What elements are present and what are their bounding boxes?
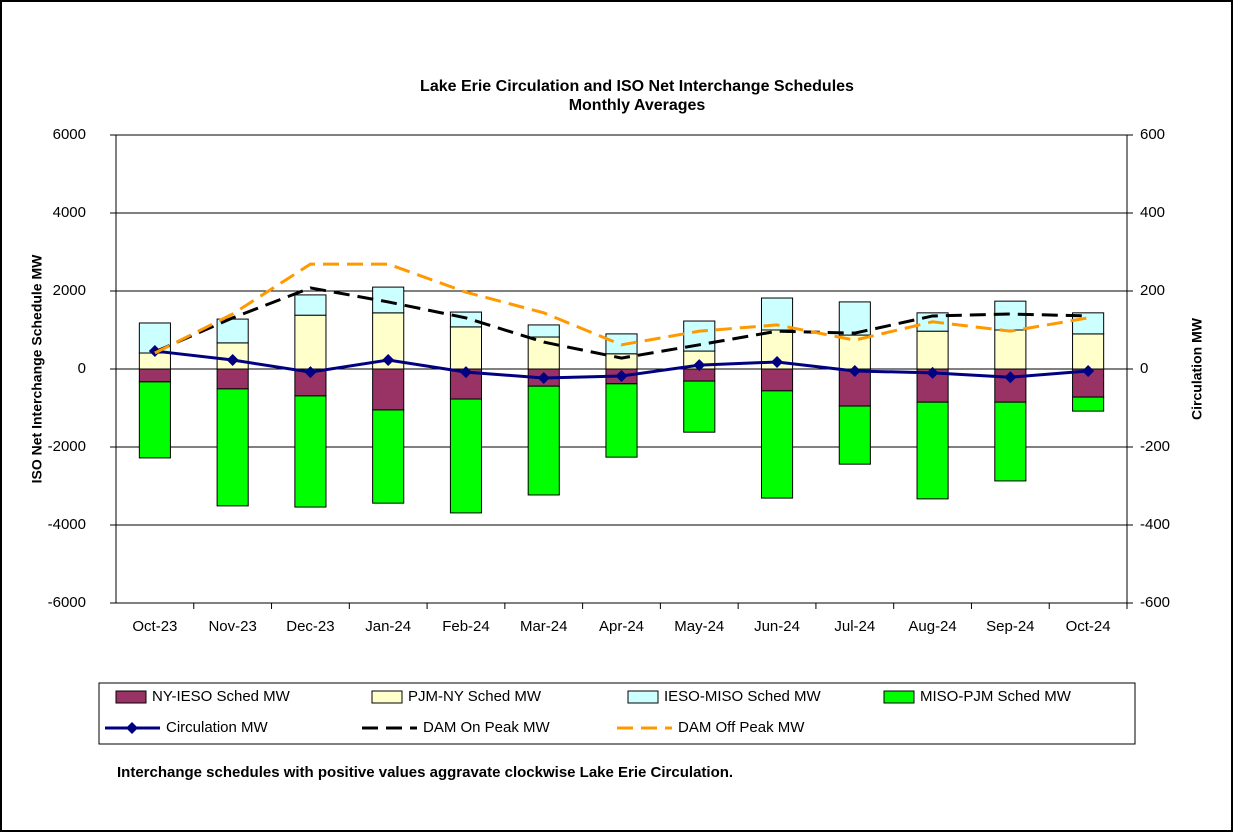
x-tick-label: Oct-23 [132,618,177,635]
line-marker [693,359,706,372]
y2-tick-label: 400 [1140,204,1165,221]
y2-tick-label: 200 [1140,282,1165,299]
chart-title: Lake Erie Circulation and ISO Net Interc… [420,78,854,95]
bar [216,388,249,507]
bar [994,329,1027,370]
line-marker [848,364,861,377]
x-tick-label: Jan-24 [365,618,411,635]
y2-tick-label: -600 [1140,594,1170,611]
bar [372,368,405,411]
x-tick-label: Jun-24 [754,618,800,635]
y-tick-label: 0 [78,360,86,377]
y-tick-label: -6000 [48,594,86,611]
legend-label: IESO-MISO Sched MW [664,688,822,705]
bar [1072,333,1105,370]
bar [294,314,327,370]
legend-swatch [115,690,147,704]
line-marker [537,371,550,384]
y2-tick-label: -400 [1140,516,1170,533]
bar [605,353,638,370]
chart-subtitle: Monthly Averages [569,97,706,114]
x-tick-label: Feb-24 [442,618,490,635]
line-marker [382,354,395,367]
line [154,286,1089,360]
x-tick-label: Mar-24 [520,618,568,635]
bar [449,326,483,370]
bar [527,324,560,338]
y-tick-label: 6000 [53,126,86,143]
plot-area [115,134,1128,604]
bar [916,401,949,500]
bar [527,385,560,496]
legend-swatch [883,690,915,704]
bar [838,405,871,465]
legend-label: PJM-NY Sched MW [408,688,542,705]
legend-swatch [627,690,659,704]
line [154,262,1089,355]
x-tick-label: Aug-24 [908,618,956,635]
bar [294,395,327,508]
y-axis-title: ISO Net Interchange Schedule MW [29,254,45,483]
y2-tick-label: 0 [1140,360,1148,377]
bar [916,330,949,370]
legend-label: MISO-PJM Sched MW [920,688,1072,705]
bar [216,368,249,390]
bar [760,368,794,392]
bar [294,294,327,316]
legend-swatch [371,690,403,704]
line-marker [1004,371,1017,384]
y2-axis-title: Circulation MW [1189,317,1205,420]
bar [449,398,483,514]
x-tick-label: Nov-23 [208,618,256,635]
line-marker [1082,364,1095,377]
bar [683,380,716,433]
footnote: Interchange schedules with positive valu… [117,764,733,781]
y-tick-label: 2000 [53,282,86,299]
bar [760,390,794,499]
bar [372,409,405,504]
legend-label: DAM On Peak MW [423,719,551,736]
x-tick-label: Sep-24 [986,618,1034,635]
y-tick-label: -2000 [48,438,86,455]
x-tick-label: Apr-24 [599,618,644,635]
legend-label: DAM Off Peak MW [678,719,805,736]
y-tick-label: -4000 [48,516,86,533]
legend-box [98,682,1136,745]
bar [994,401,1027,482]
line-marker [226,354,239,367]
bar [372,286,405,314]
bar [605,383,638,458]
bar [138,368,171,383]
y2-tick-label: -200 [1140,438,1170,455]
bar [138,381,171,459]
x-tick-label: Oct-24 [1066,618,1111,635]
bar [1072,396,1105,412]
legend-marker [126,722,138,734]
legend-label: NY-IESO Sched MW [152,688,291,705]
bar [527,336,560,370]
line-marker [304,366,317,379]
y2-tick-label: 600 [1140,126,1165,143]
x-tick-label: May-24 [674,618,724,635]
line-marker [926,366,939,379]
line-marker [615,370,628,383]
x-tick-label: Dec-23 [286,618,334,635]
bar [838,334,871,370]
x-tick-label: Jul-24 [834,618,875,635]
legend-label: Circulation MW [166,719,269,736]
line-marker [771,355,784,368]
line-marker [459,366,472,379]
y-tick-label: 4000 [53,204,86,221]
